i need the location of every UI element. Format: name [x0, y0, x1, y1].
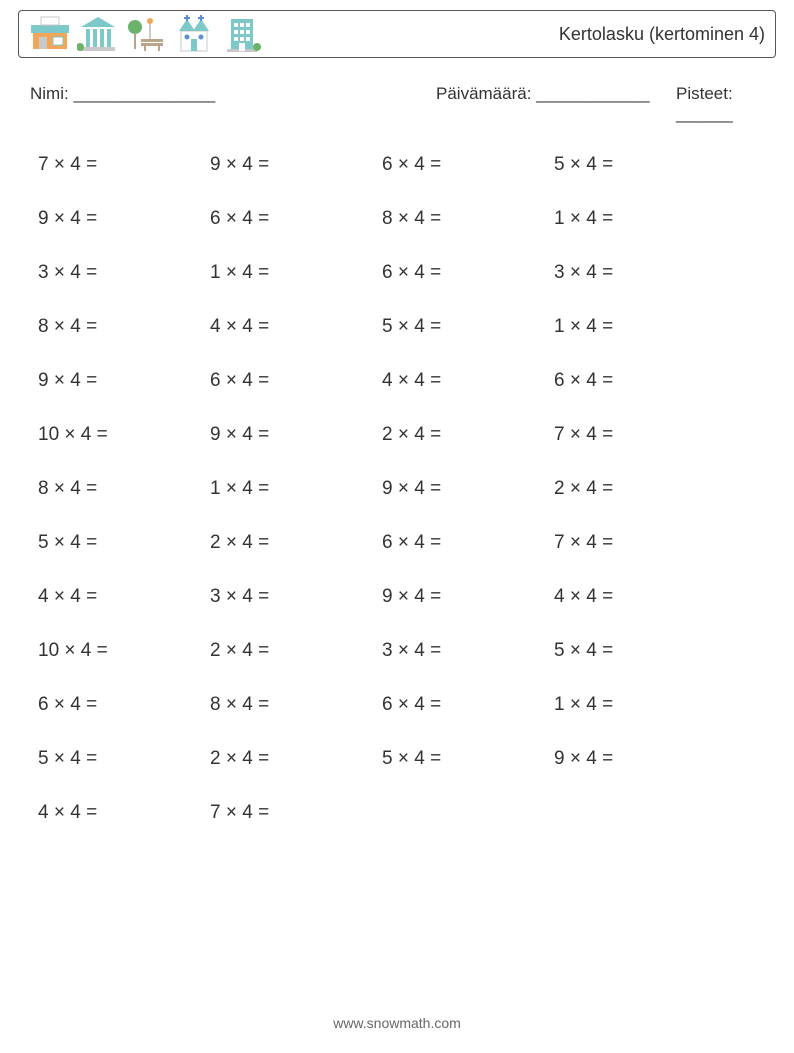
- problem-cell: 2 × 4 =: [210, 640, 382, 662]
- problem-cell: 6 × 4 =: [382, 154, 554, 176]
- problem-cell: 7 × 4 =: [38, 154, 210, 176]
- date-field: Päivämäärä: ____________: [436, 84, 676, 124]
- problem-cell: 5 × 4 =: [38, 748, 210, 770]
- problem-cell: 5 × 4 =: [38, 532, 210, 554]
- problem-cell: 10 × 4 =: [38, 640, 210, 662]
- problem-cell: 2 × 4 =: [382, 424, 554, 446]
- problem-row: 3 × 4 =1 × 4 =6 × 4 =3 × 4 =: [38, 262, 764, 284]
- problem-cell: 6 × 4 =: [382, 532, 554, 554]
- problem-cell: 3 × 4 =: [38, 262, 210, 284]
- problem-cell: 9 × 4 =: [210, 154, 382, 176]
- office-building-icon: [221, 13, 263, 55]
- problem-grid: 7 × 4 =9 × 4 =6 × 4 =5 × 4 =9 × 4 =6 × 4…: [18, 154, 776, 824]
- problem-cell: 3 × 4 =: [554, 262, 726, 284]
- worksheet-page: Kertolasku (kertominen 4) Nimi: ________…: [0, 0, 794, 1053]
- problem-cell: 5 × 4 =: [382, 316, 554, 338]
- problem-cell: 5 × 4 =: [554, 154, 726, 176]
- worksheet-title: Kertolasku (kertominen 4): [559, 24, 765, 45]
- problem-row: 10 × 4 =2 × 4 =3 × 4 =5 × 4 =: [38, 640, 764, 662]
- problem-cell: 9 × 4 =: [382, 478, 554, 500]
- problem-cell: 6 × 4 =: [210, 370, 382, 392]
- problem-cell: 9 × 4 =: [554, 748, 726, 770]
- problem-cell: [554, 802, 726, 824]
- civic-building-icon: [77, 13, 119, 55]
- park-bench-icon: [125, 13, 167, 55]
- problem-cell: 4 × 4 =: [210, 316, 382, 338]
- problem-cell: 7 × 4 =: [554, 532, 726, 554]
- problem-cell: 8 × 4 =: [38, 316, 210, 338]
- problem-cell: 6 × 4 =: [382, 262, 554, 284]
- problem-cell: 6 × 4 =: [382, 694, 554, 716]
- problem-cell: 9 × 4 =: [382, 586, 554, 608]
- problem-row: 8 × 4 =1 × 4 =9 × 4 =2 × 4 =: [38, 478, 764, 500]
- problem-row: 9 × 4 =6 × 4 =8 × 4 =1 × 4 =: [38, 208, 764, 230]
- problem-cell: 4 × 4 =: [38, 802, 210, 824]
- meta-row: Nimi: _______________ Päivämäärä: ______…: [18, 84, 776, 124]
- score-field: Pisteet: ______: [676, 84, 764, 124]
- problem-cell: 4 × 4 =: [382, 370, 554, 392]
- footer-text: www.snowmath.com: [0, 1015, 794, 1031]
- problem-cell: 3 × 4 =: [210, 586, 382, 608]
- church-icon: [173, 13, 215, 55]
- problem-cell: 9 × 4 =: [210, 424, 382, 446]
- problem-cell: 6 × 4 =: [210, 208, 382, 230]
- problem-row: 7 × 4 =9 × 4 =6 × 4 =5 × 4 =: [38, 154, 764, 176]
- problem-row: 9 × 4 =6 × 4 =4 × 4 =6 × 4 =: [38, 370, 764, 392]
- problem-cell: 5 × 4 =: [382, 748, 554, 770]
- problem-row: 8 × 4 =4 × 4 =5 × 4 =1 × 4 =: [38, 316, 764, 338]
- problem-row: 5 × 4 =2 × 4 =5 × 4 =9 × 4 =: [38, 748, 764, 770]
- problem-cell: 1 × 4 =: [210, 262, 382, 284]
- problem-cell: 9 × 4 =: [38, 370, 210, 392]
- problem-cell: 8 × 4 =: [382, 208, 554, 230]
- problem-row: 6 × 4 =8 × 4 =6 × 4 =1 × 4 =: [38, 694, 764, 716]
- storefront-icon: [29, 13, 71, 55]
- problem-cell: 4 × 4 =: [554, 586, 726, 608]
- problem-cell: 6 × 4 =: [554, 370, 726, 392]
- problem-cell: 2 × 4 =: [554, 478, 726, 500]
- header-box: Kertolasku (kertominen 4): [18, 10, 776, 58]
- problem-cell: 1 × 4 =: [554, 694, 726, 716]
- problem-cell: 10 × 4 =: [38, 424, 210, 446]
- problem-cell: 2 × 4 =: [210, 748, 382, 770]
- problem-cell: 9 × 4 =: [38, 208, 210, 230]
- problem-cell: 6 × 4 =: [38, 694, 210, 716]
- problem-cell: 1 × 4 =: [554, 316, 726, 338]
- problem-cell: 4 × 4 =: [38, 586, 210, 608]
- problem-cell: 3 × 4 =: [382, 640, 554, 662]
- problem-cell: 8 × 4 =: [38, 478, 210, 500]
- problem-cell: 2 × 4 =: [210, 532, 382, 554]
- problem-row: 5 × 4 =2 × 4 =6 × 4 =7 × 4 =: [38, 532, 764, 554]
- problem-cell: 7 × 4 =: [554, 424, 726, 446]
- problem-cell: [382, 802, 554, 824]
- name-field: Nimi: _______________: [30, 84, 436, 124]
- problem-cell: 1 × 4 =: [554, 208, 726, 230]
- problem-cell: 7 × 4 =: [210, 802, 382, 824]
- problem-row: 4 × 4 =7 × 4 =: [38, 802, 764, 824]
- problem-row: 10 × 4 =9 × 4 =2 × 4 =7 × 4 =: [38, 424, 764, 446]
- problem-row: 4 × 4 =3 × 4 =9 × 4 =4 × 4 =: [38, 586, 764, 608]
- problem-cell: 1 × 4 =: [210, 478, 382, 500]
- problem-cell: 8 × 4 =: [210, 694, 382, 716]
- problem-cell: 5 × 4 =: [554, 640, 726, 662]
- header-icons: [29, 13, 263, 55]
